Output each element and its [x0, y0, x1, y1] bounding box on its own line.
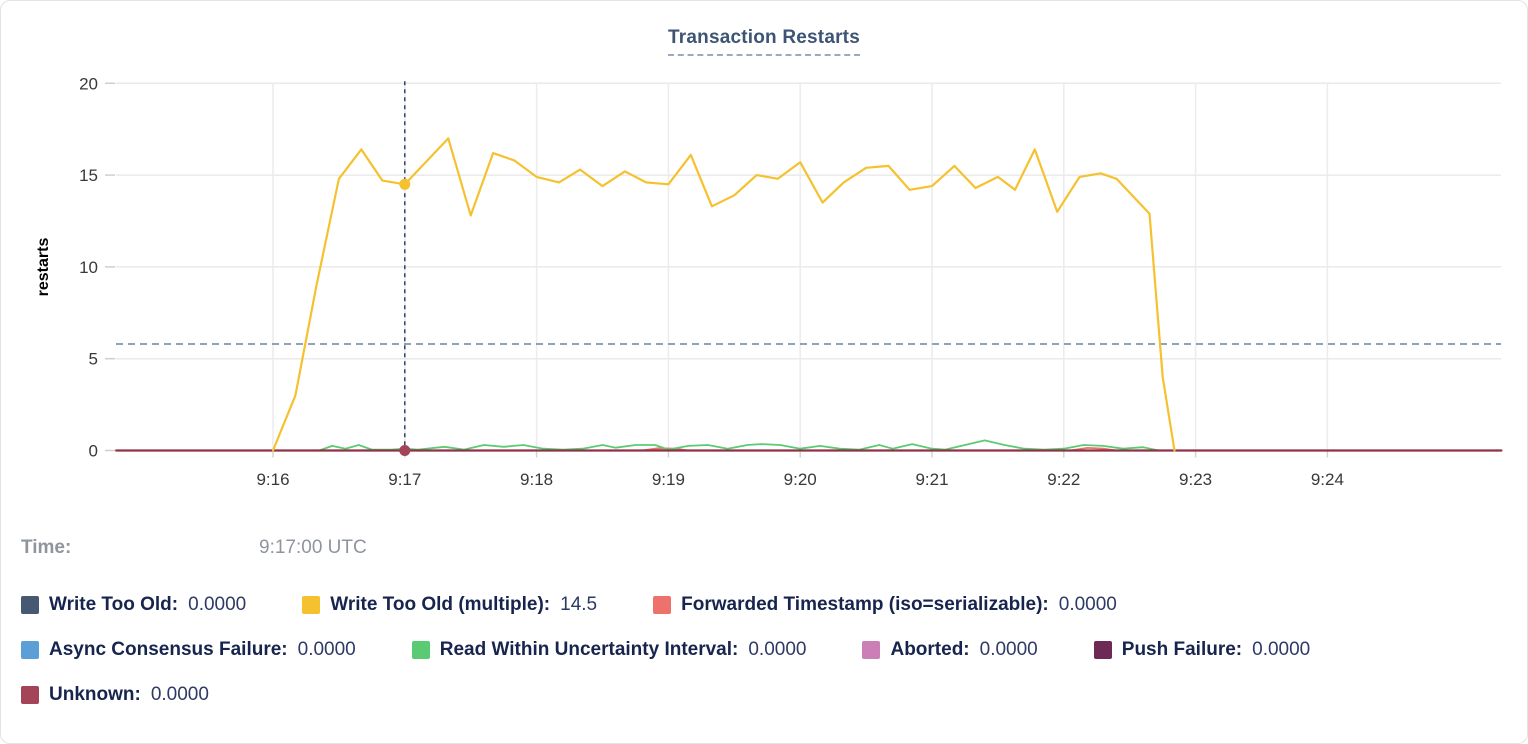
unknown-swatch-icon	[21, 685, 39, 704]
y-tick-label: 20	[79, 74, 98, 93]
x-tick-label: 9:17	[388, 470, 421, 489]
legend-label: Write Too Old:	[49, 593, 179, 615]
legend-label: Forwarded Timestamp (iso=serializable):	[681, 593, 1049, 615]
tooltip-time-value: 9:17:00 UTC	[259, 537, 367, 558]
legend-item-forwarded-timestamp-iso-serializable: Forwarded Timestamp (iso=serializable): 0…	[653, 594, 1117, 616]
legend-item-write-too-old-multiple: Write Too Old (multiple): 14.5	[302, 594, 597, 616]
y-tick-label: 10	[79, 258, 98, 277]
hover-dot-write-too-old-multiple	[399, 178, 411, 190]
legend-value: 0.0000	[297, 638, 356, 660]
legend-label: Write Too Old (multiple):	[330, 593, 551, 615]
legend-row: Async Consensus Failure: 0.0000 Read Withi…	[21, 634, 1515, 665]
write-too-old-swatch-icon	[21, 595, 39, 614]
x-tick-label: 9:22	[1047, 470, 1080, 489]
tooltip-time-label: Time:	[21, 537, 72, 558]
legend-item-write-too-old: Write Too Old: 0.0000	[21, 594, 246, 616]
legend-label: Aborted:	[890, 638, 970, 660]
x-tick-label: 9:19	[652, 470, 685, 489]
write-too-old-multiple-swatch-icon	[302, 595, 321, 614]
legend-item-aborted: Aborted: 0.0000	[862, 638, 1038, 661]
legend-row: Unknown: 0.0000	[21, 679, 1515, 710]
y-tick-label: 15	[79, 166, 98, 185]
legend-value: 0.0000	[748, 638, 807, 660]
legend-label: Unknown:	[49, 683, 141, 705]
legend-label: Async Consensus Failure:	[49, 638, 288, 660]
y-tick-label: 5	[89, 350, 98, 369]
legend-value: 0.0000	[1252, 638, 1311, 660]
legend-value: 14.5	[560, 593, 598, 615]
legend-item-push-failure: Push Failure: 0.0000	[1093, 638, 1311, 661]
y-axis-title: restarts	[35, 238, 52, 297]
forwarded-timestamp-iso-serializable-swatch-icon	[653, 595, 672, 614]
legend-row: Write Too Old: 0.0000 Write Too Old (multi…	[21, 589, 1515, 620]
read-within-uncertainty-interval-swatch-icon	[411, 640, 430, 659]
chart-legend: Write Too Old: 0.0000 Write Too Old (multi…	[21, 589, 1515, 724]
x-tick-label: 9:18	[520, 470, 553, 489]
x-tick-label: 9:20	[784, 470, 817, 489]
chart-title: Transaction Restarts	[668, 27, 860, 56]
chart-title-wrap: Transaction Restarts	[1, 27, 1527, 56]
x-tick-label: 9:21	[915, 470, 948, 489]
legend-item-async-consensus-failure: Async Consensus Failure: 0.0000	[21, 639, 356, 661]
series-write-too-old-multiple	[271, 137, 1176, 452]
x-tick-label: 9:23	[1179, 470, 1212, 489]
aborted-swatch-icon	[862, 640, 881, 659]
legend-item-read-within-uncertainty-interval: Read Within Uncertainty Interval: 0.0000	[411, 638, 807, 661]
x-tick-label: 9:24	[1311, 470, 1344, 489]
legend-item-unknown: Unknown: 0.0000	[21, 684, 209, 706]
push-failure-swatch-icon	[1093, 640, 1112, 659]
x-grid: 9:16 9:17 9:18 9:19 9:20 9:21 9:22 9:23 9:24	[256, 83, 1344, 489]
legend-value: 0.0000	[1058, 593, 1117, 615]
legend-value: 0.0000	[188, 593, 247, 615]
legend-label: Push Failure:	[1121, 638, 1243, 660]
x-tick-label: 9:16	[256, 470, 289, 489]
legend-value: 0.0000	[150, 683, 209, 705]
series-read-within-uncertainty-interval	[318, 439, 1160, 452]
tooltip-time-row: Time: 9:17:00 UTC	[21, 537, 367, 559]
legend-value: 0.0000	[979, 638, 1038, 660]
legend-label: Read Within Uncertainty Interval:	[439, 638, 739, 660]
async-consensus-failure-swatch-icon	[21, 640, 39, 659]
transaction-restarts-chart[interactable]: 0 5 10 15 20 9:16 9:17 9:18 9:19 9:20 9:21 9:22 9:23…	[1, 1, 1528, 506]
hover-dot-unknown	[399, 445, 411, 456]
y-tick-label: 0	[89, 442, 98, 461]
